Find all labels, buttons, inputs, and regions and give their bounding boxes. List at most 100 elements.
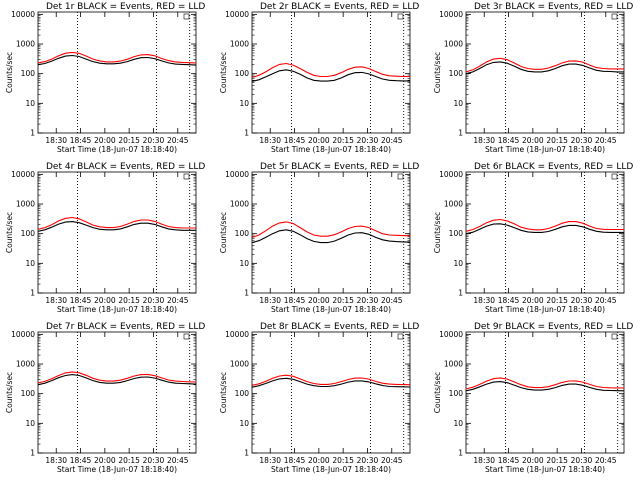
series-line-events (251, 377, 411, 388)
x-tick-label: 20:00 (522, 296, 544, 305)
series-line-events (465, 61, 624, 75)
x-tick-label: 18:30 (45, 136, 67, 145)
y-axis-label: Counts/sec (219, 372, 228, 413)
x-axis-label: Start Time (18-Jun-07 18:18:40) (57, 145, 177, 154)
x-tick-label: 20:45 (595, 296, 617, 305)
plot-frame (37, 331, 197, 454)
x-tick-label: 20:15 (118, 296, 140, 305)
x-tick-label: 20:15 (332, 136, 354, 145)
y-tick-label: 100 (21, 229, 36, 238)
x-tick-label: 20:00 (522, 136, 544, 145)
x-tick-label: 20:45 (167, 136, 189, 145)
x-tick-label: 20:00 (522, 456, 544, 465)
y-tick-label: 10 (453, 99, 463, 108)
corner-marker-icon (183, 13, 190, 20)
x-axis-label: Start Time (18-Jun-07 18:18:40) (57, 305, 177, 314)
x-tick-label: 20:00 (308, 296, 330, 305)
series-line-events (465, 381, 625, 392)
y-tick-label: 1000 (444, 200, 463, 209)
chart-panel-9: Det 9r BLACK = Events, RED = LLD 1 10 100 10… (433, 322, 633, 474)
x-axis-label: Start Time (18-Jun-07 18:18:40) (271, 145, 391, 154)
x-tick-label: 20:00 (94, 296, 116, 305)
y-tick-label: 100 (21, 389, 36, 398)
plot-frame (37, 171, 197, 294)
chart-panel-7: Det 7r BLACK = Events, RED = LLD 1 10 100 10… (5, 322, 205, 474)
y-tick-label: 100 (449, 389, 464, 398)
y-tick-label: 10 (453, 419, 463, 428)
x-tick-label: 20:30 (357, 136, 379, 145)
corner-marker-icon (397, 13, 404, 20)
x-axis-label: Start Time (18-Jun-07 18:18:40) (57, 465, 177, 474)
y-tick-label: 1000 (230, 200, 249, 209)
y-tick-label: 1000 (444, 360, 463, 369)
x-tick-label: 20:45 (381, 296, 403, 305)
x-tick-label: 20:15 (546, 136, 568, 145)
corner-marker-icon (397, 173, 404, 180)
y-tick-label: 1000 (16, 40, 35, 49)
x-tick-label: 18:30 (473, 456, 495, 465)
x-tick-label: 20:30 (357, 296, 379, 305)
x-tick-label: 20:15 (546, 296, 568, 305)
chart-title: Det 1r BLACK = Events, RED = LLD (46, 2, 205, 12)
y-tick-label: 100 (449, 229, 464, 238)
chart-title: Det 2r BLACK = Events, RED = LLD (260, 2, 419, 12)
x-tick-label: 20:15 (332, 296, 354, 305)
y-tick-label: 100 (235, 69, 250, 78)
x-tick-label: 20:30 (571, 136, 593, 145)
y-axis-label: Counts/sec (433, 372, 442, 413)
plot-frame (37, 11, 197, 134)
x-tick-label: 20:30 (357, 456, 379, 465)
corner-marker-icon (183, 333, 190, 340)
x-axis-label: Start Time (18-Jun-07 18:18:40) (485, 465, 605, 474)
x-axis-label: Start Time (18-Jun-07 18:18:40) (271, 305, 391, 314)
plot-frame (251, 331, 411, 454)
y-axis-label: Counts/sec (433, 52, 442, 93)
y-tick-label: 1 (30, 129, 35, 138)
x-tick-label: 18:45 (284, 296, 306, 305)
y-axis-label: Counts/sec (5, 212, 14, 253)
series-line-lld (465, 218, 624, 232)
x-tick-label: 20:15 (332, 456, 354, 465)
x-tick-label: 18:30 (259, 296, 281, 305)
y-tick-label: 10000 (439, 10, 463, 19)
y-tick-label: 10 (25, 419, 35, 428)
x-tick-label: 20:45 (381, 136, 403, 145)
x-tick-label: 20:30 (571, 456, 593, 465)
y-axis-label: Counts/sec (219, 212, 228, 253)
x-tick-label: 18:45 (70, 456, 92, 465)
x-tick-label: 20:00 (94, 456, 116, 465)
y-tick-label: 1000 (16, 360, 35, 369)
chart-title: Det 7r BLACK = Events, RED = LLD (46, 322, 205, 332)
x-tick-label: 20:00 (308, 456, 330, 465)
corner-marker-icon (611, 333, 618, 340)
corner-marker-icon (397, 333, 404, 340)
chart-panel-3: Det 3r BLACK = Events, RED = LLD 1 10 100 10… (433, 2, 633, 154)
y-axis-label: Counts/sec (433, 212, 442, 253)
y-tick-label: 1000 (16, 200, 35, 209)
chart-title: Det 3r BLACK = Events, RED = LLD (474, 2, 633, 12)
chart-panel-8: Det 8r BLACK = Events, RED = LLD 1 10 100 10… (219, 322, 419, 474)
y-tick-label: 100 (449, 69, 464, 78)
series-line-events (37, 374, 197, 386)
series-line-events (37, 54, 197, 66)
series-line-events (251, 69, 411, 82)
plot-frame (465, 331, 625, 454)
chart-panel-2: Det 2r BLACK = Events, RED = LLD 1 10 100 10… (219, 2, 419, 154)
y-tick-label: 10000 (11, 330, 35, 339)
series-line-lld (37, 371, 197, 384)
y-tick-label: 10 (239, 419, 249, 428)
x-tick-label: 20:30 (571, 296, 593, 305)
x-tick-label: 18:30 (45, 456, 67, 465)
y-tick-label: 1 (458, 129, 463, 138)
x-tick-label: 20:15 (118, 456, 140, 465)
y-tick-label: 10 (25, 99, 35, 108)
chart-title: Det 4r BLACK = Events, RED = LLD (46, 162, 205, 172)
series-line-lld (37, 51, 197, 64)
y-tick-label: 100 (21, 69, 36, 78)
x-tick-label: 18:30 (259, 136, 281, 145)
y-tick-label: 1 (244, 289, 249, 298)
plot-frame (251, 11, 411, 134)
x-tick-label: 18:45 (284, 136, 306, 145)
x-tick-label: 18:30 (473, 296, 495, 305)
